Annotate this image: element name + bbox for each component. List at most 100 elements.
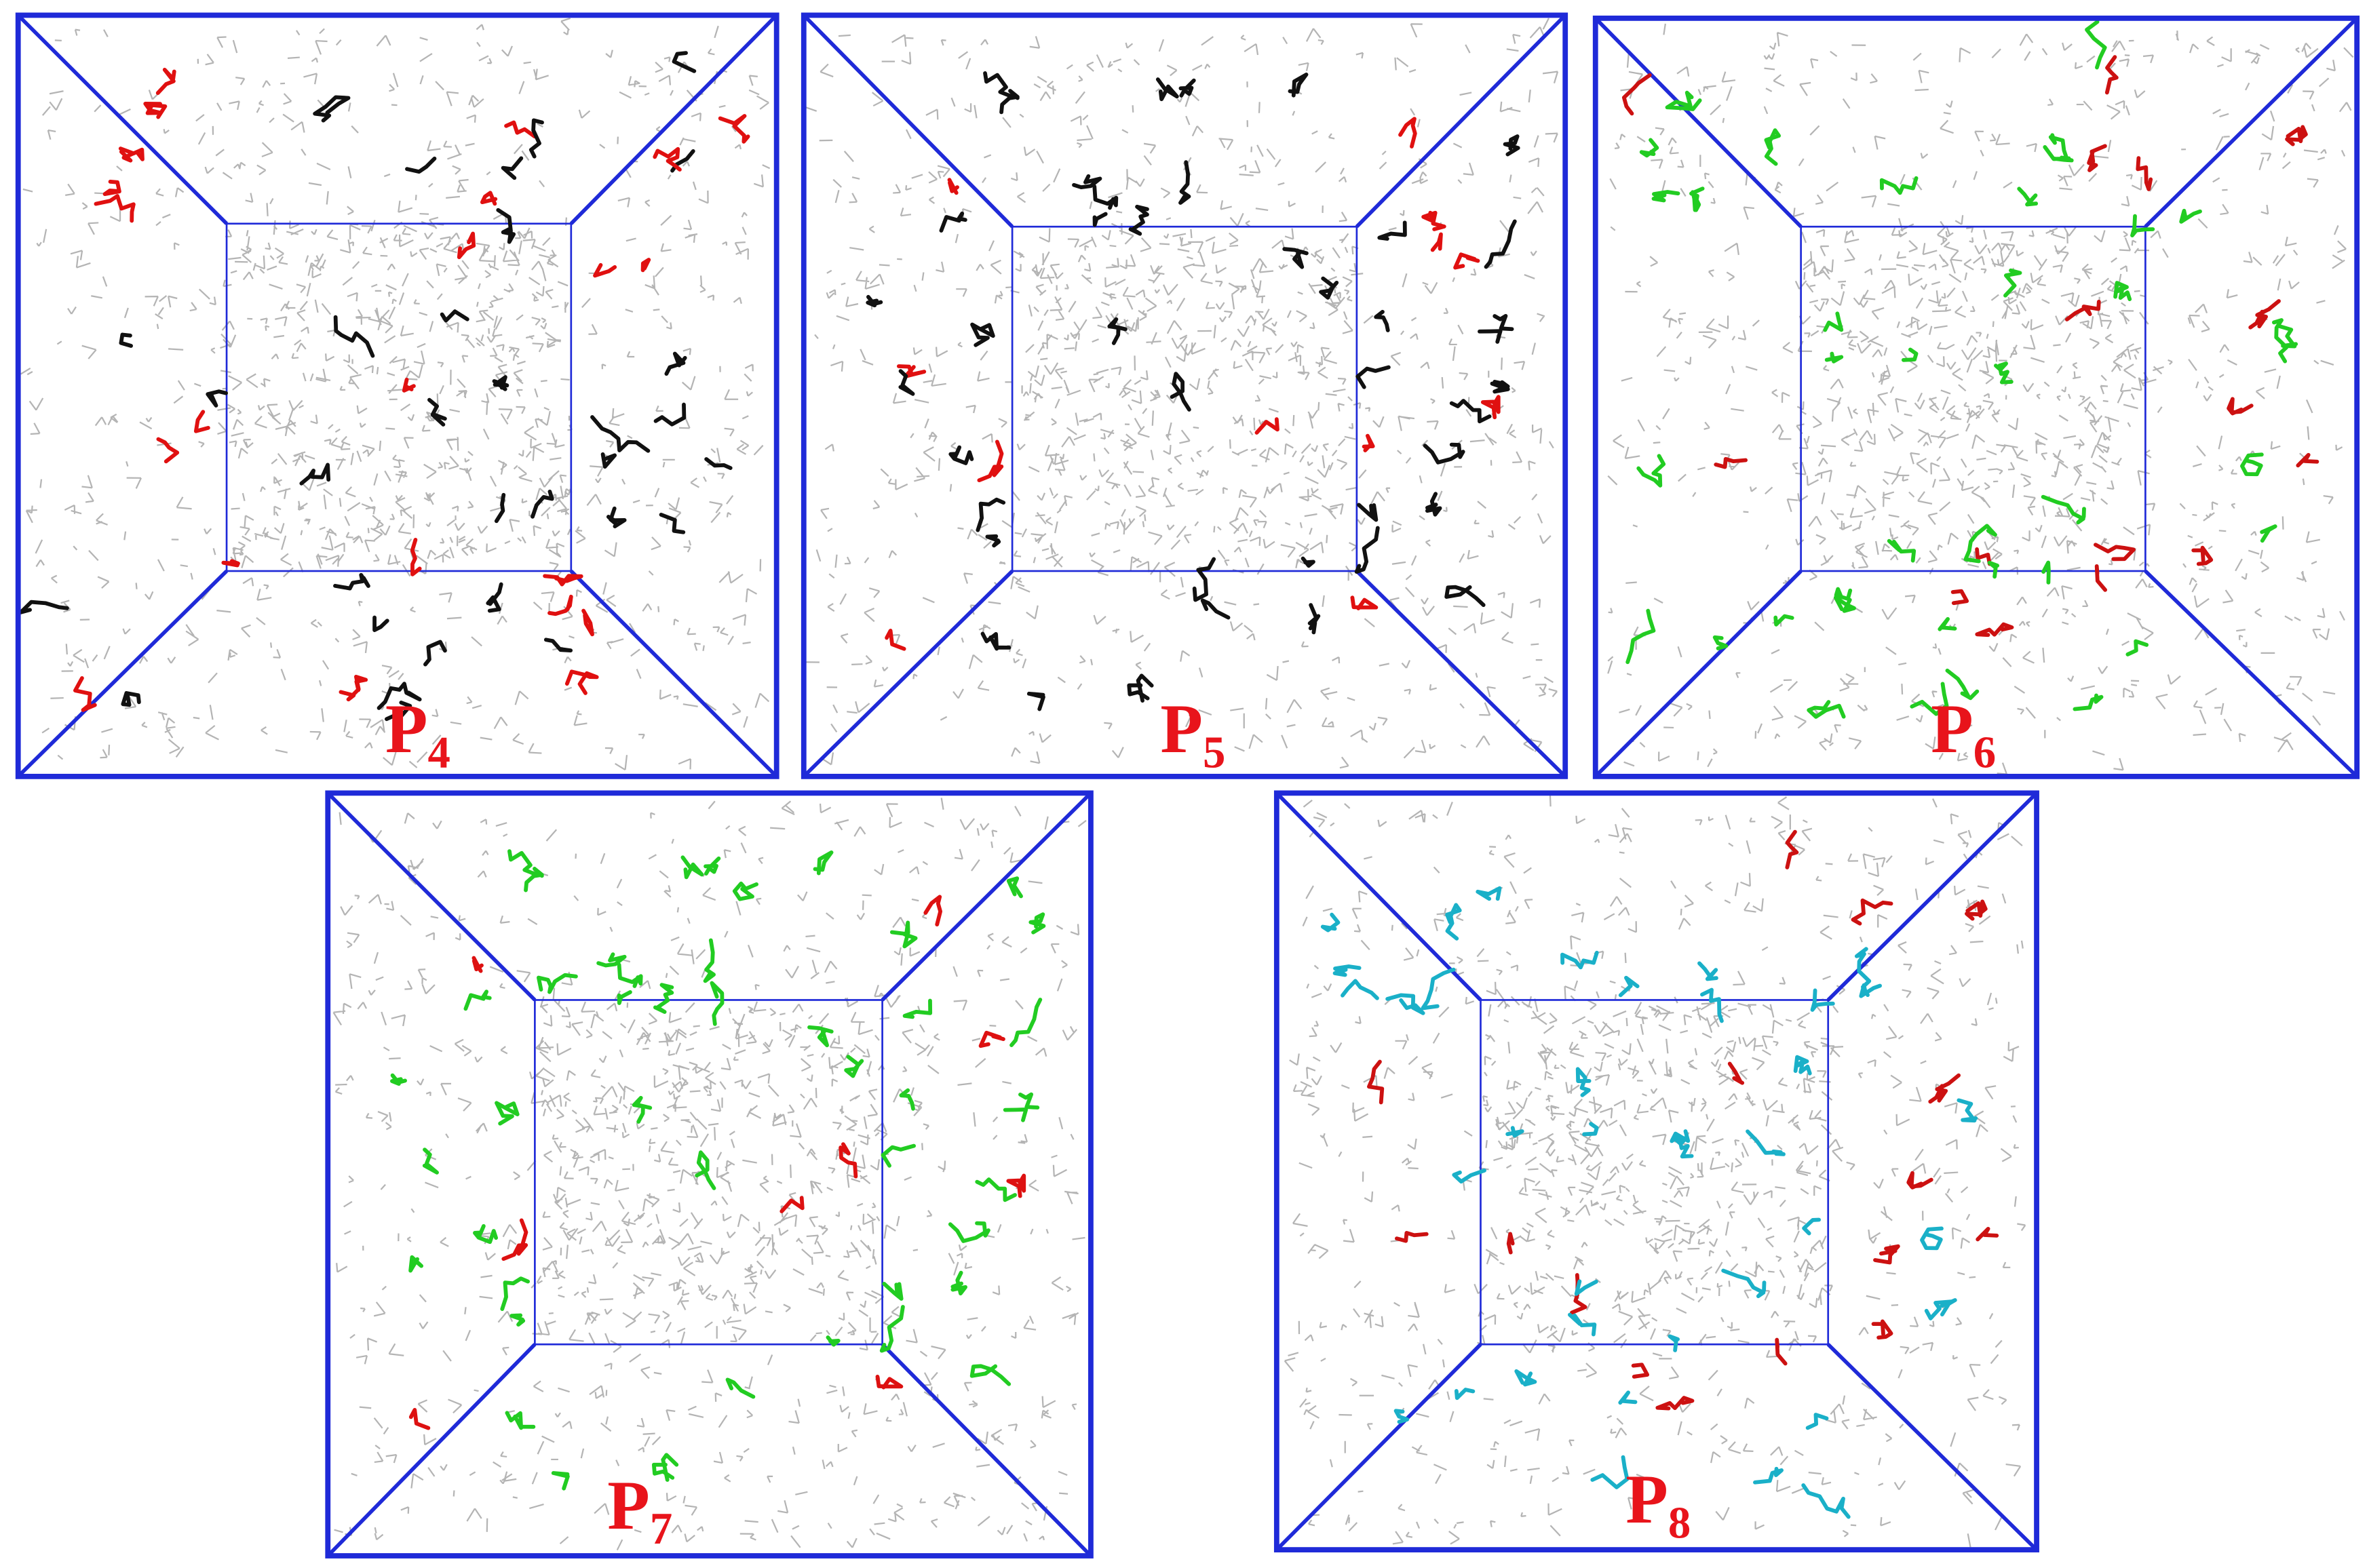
solute-molecule	[390, 1073, 407, 1086]
solute-molecule	[1003, 1108, 1028, 1122]
solute-molecule	[948, 445, 974, 465]
solute-molecule	[440, 309, 469, 323]
solute-molecule	[1651, 190, 1680, 203]
solute-molecule	[1631, 1363, 1650, 1379]
solute-molecule	[2085, 20, 2107, 70]
solute-molecule	[1490, 380, 1510, 394]
solute-molecule	[1655, 1396, 1695, 1411]
panel-label-main: P	[1931, 691, 1973, 768]
solute-molecule	[1689, 187, 1705, 212]
solute-molecule	[983, 71, 1014, 115]
solute-molecule	[844, 1055, 864, 1078]
solute-molecule	[1636, 454, 1666, 488]
solute-molecule	[1924, 1299, 1952, 1320]
simulation-panel: P7	[325, 790, 1094, 1559]
solute-molecule	[480, 191, 498, 206]
solute-molecule	[1320, 912, 1341, 933]
solute-molecule	[1928, 1073, 1961, 1104]
solute-molecule	[1887, 538, 1917, 563]
solute-molecule	[672, 51, 697, 73]
outer-box	[1592, 15, 2360, 779]
simulation-panel: P5	[801, 12, 1568, 779]
solute-molecule	[899, 1088, 915, 1111]
solute-molecule	[2125, 639, 2149, 656]
solute-molecule	[1282, 247, 1309, 269]
solute-molecule	[531, 867, 544, 878]
solute-molecule	[457, 231, 476, 260]
solute-molecule	[1906, 1171, 1933, 1190]
solute-molecule	[143, 102, 168, 119]
solute-molecule	[1871, 1319, 1893, 1340]
solute-molecule	[976, 497, 1006, 532]
panel-label: P4	[385, 691, 450, 777]
solute-molecule	[1421, 210, 1446, 231]
solute-molecule	[1128, 204, 1149, 236]
inner-box	[1800, 225, 2146, 572]
solute-molecule	[664, 351, 687, 376]
solute-molecule	[1007, 89, 1020, 100]
solute-molecule	[1092, 212, 1108, 227]
solute-molecule	[2272, 318, 2289, 364]
panel-label-subscript: 5	[1203, 728, 1225, 778]
solute-molecule	[1367, 1059, 1385, 1105]
solute-molecule	[2260, 524, 2277, 543]
panel-label-main: P	[607, 1468, 650, 1544]
solute-molecule	[509, 1313, 526, 1327]
panel-label-subscript: 8	[1668, 1497, 1691, 1548]
solute-molecule	[1026, 691, 1045, 711]
simulation-panel: P8	[1273, 790, 2039, 1553]
solute-molecule	[1824, 351, 1844, 364]
solute-molecule	[1170, 372, 1191, 412]
solute-molecule	[1965, 899, 1988, 921]
panel-label-main: P	[385, 691, 428, 768]
solute-molecule	[501, 156, 524, 180]
solute-molecule	[501, 1218, 528, 1261]
solute-molecule	[119, 332, 133, 348]
solute-molecule	[372, 615, 389, 632]
solute-molecule	[948, 1221, 990, 1243]
solute-molecule	[1727, 1061, 1745, 1085]
solute-molecule	[118, 146, 145, 163]
solute-molecule	[680, 855, 704, 880]
solute-molecule	[2017, 187, 2039, 207]
solute-molecule	[590, 415, 651, 453]
solute-molecule	[408, 1255, 424, 1273]
panel-label-main: P	[1160, 691, 1203, 768]
solute-molecule	[2113, 281, 2132, 302]
solute-molecule	[898, 369, 915, 396]
solute-molecule	[94, 194, 136, 223]
solute-molecule	[473, 1223, 499, 1244]
solute-molecule	[1395, 1230, 1429, 1243]
solute-molecule	[969, 1364, 1012, 1386]
outer-box	[325, 790, 1094, 1559]
solute-molecule	[1873, 1244, 1900, 1265]
solute-molecule	[1506, 1232, 1515, 1255]
solute-molecule	[2043, 144, 2074, 163]
box-diagonals	[1594, 16, 2359, 778]
solute-molecule	[377, 682, 422, 710]
inner-box	[534, 999, 883, 1346]
solute-molecule	[2003, 268, 2022, 298]
solute-molecule	[1072, 174, 1102, 189]
solute-molecule	[1009, 998, 1043, 1047]
box-diagonals	[326, 791, 1092, 1557]
solute-molecule	[606, 506, 627, 528]
solute-molecule	[980, 631, 1012, 651]
solute-molecule	[1452, 1169, 1486, 1184]
simulation-panel: P4	[15, 12, 779, 779]
solute-molecule	[496, 208, 516, 244]
solute-molecule	[528, 118, 544, 159]
solute-molecule	[1350, 595, 1379, 610]
solute-molecule	[299, 463, 331, 486]
solute-molecule	[1618, 1390, 1638, 1405]
solute-molecule	[978, 1030, 1005, 1048]
solute-molecule	[1975, 547, 1992, 566]
solute-molecule	[1976, 1226, 1999, 1242]
solute-molecule	[653, 402, 687, 427]
solute-molecule	[193, 410, 210, 433]
solute-molecule	[1155, 77, 1179, 102]
solute-molecule	[1801, 1483, 1851, 1519]
solute-molecule	[551, 1471, 570, 1491]
solute-molecule	[1773, 614, 1794, 627]
